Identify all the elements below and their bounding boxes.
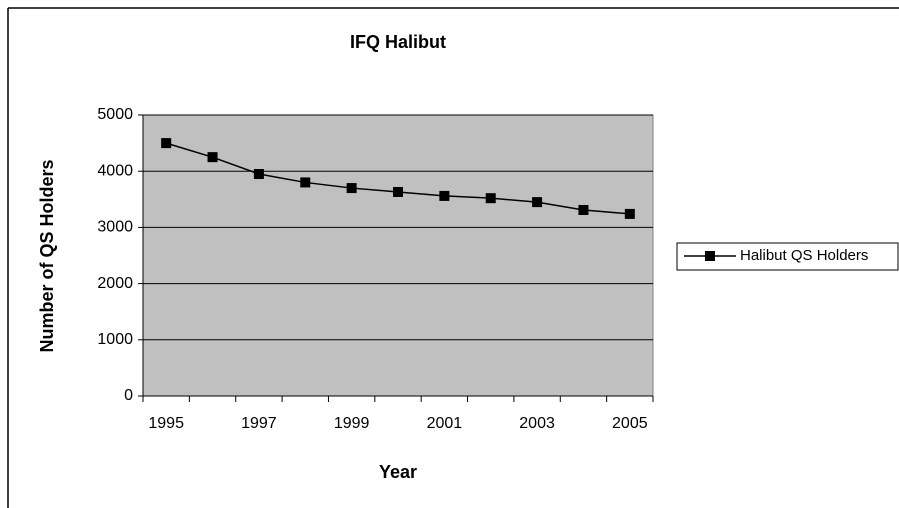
plot-area bbox=[142, 114, 654, 397]
data-point bbox=[346, 183, 357, 194]
legend-label: Halibut QS Holders bbox=[740, 247, 868, 264]
legend-marker bbox=[705, 251, 715, 261]
data-point bbox=[578, 204, 589, 215]
y-tick-label: 1000 bbox=[97, 331, 133, 348]
x-tick-label: 2005 bbox=[612, 415, 648, 432]
x-tick-label: 2003 bbox=[519, 415, 555, 432]
data-point bbox=[207, 152, 218, 163]
y-tick-label: 4000 bbox=[97, 162, 133, 179]
y-tick-label: 5000 bbox=[97, 106, 133, 123]
y-axis-label: Number of QS Holders bbox=[37, 159, 57, 352]
y-tick-label: 0 bbox=[124, 387, 133, 404]
x-tick-label: 1995 bbox=[148, 415, 184, 432]
x-tick-label: 2001 bbox=[427, 415, 463, 432]
x-tick-label: 1999 bbox=[334, 415, 370, 432]
data-point bbox=[532, 197, 543, 208]
data-point bbox=[161, 138, 172, 149]
data-point bbox=[300, 177, 311, 188]
chart-title: IFQ Halibut bbox=[350, 32, 446, 52]
data-point bbox=[624, 208, 635, 219]
data-point bbox=[393, 186, 403, 197]
data-point bbox=[439, 190, 450, 201]
data-point bbox=[485, 193, 496, 204]
x-axis-label: Year bbox=[379, 462, 417, 482]
data-point bbox=[253, 169, 264, 180]
y-tick-label: 2000 bbox=[97, 275, 133, 292]
y-tick-label: 3000 bbox=[97, 219, 133, 236]
x-tick-label: 1997 bbox=[241, 415, 277, 432]
